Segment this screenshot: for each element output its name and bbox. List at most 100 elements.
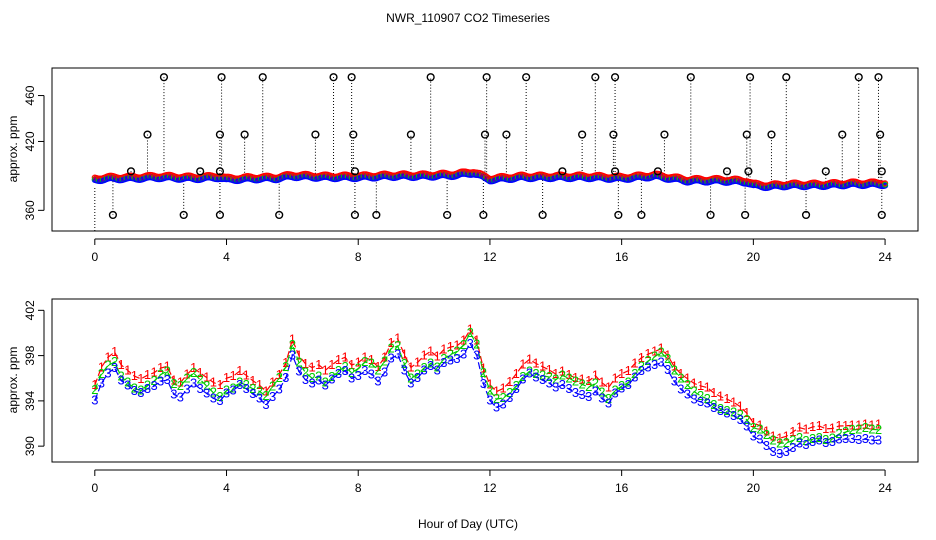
series-marker: 2: [256, 383, 263, 398]
series-marker: 1: [223, 370, 230, 385]
series-marker: 2: [249, 381, 256, 396]
series-marker: 2: [730, 405, 737, 420]
series-marker: 1: [552, 366, 559, 381]
series-marker: 3: [559, 377, 566, 392]
series-marker: 1: [849, 417, 856, 432]
outlier-point: [745, 73, 755, 82]
series-marker: 3: [131, 383, 138, 398]
series-marker: 1: [802, 421, 809, 436]
outlier-point: [329, 73, 338, 82]
series-marker: 2: [447, 347, 454, 362]
series-marker: 2: [789, 432, 796, 447]
top-x-tick-label: 0: [91, 250, 98, 264]
series-marker: 2: [434, 360, 441, 375]
series-marker: 2: [763, 427, 770, 442]
series-marker: 3: [434, 362, 441, 377]
series-marker: 1: [104, 349, 111, 364]
series-marker: 2: [460, 337, 467, 352]
bottom-y-axis-label: approx. ppm: [6, 347, 20, 414]
series-marker: 3: [98, 375, 105, 390]
outlier-point: [349, 130, 358, 139]
series-marker: 3: [420, 363, 427, 378]
series-marker: 3: [315, 372, 322, 387]
series-marker: 2: [388, 340, 395, 355]
series-marker: 3: [467, 336, 474, 351]
outlier-point: [258, 73, 267, 82]
series-marker: 3: [638, 363, 645, 378]
series-marker: 1: [197, 365, 204, 380]
series-marker: 2: [157, 366, 164, 381]
series-marker: 2: [150, 373, 157, 388]
series-marker: 2: [361, 354, 368, 369]
series-marker: 2: [499, 390, 506, 405]
series-marker: 2: [625, 375, 632, 390]
series-marker: 1: [763, 423, 770, 438]
series-marker: 2: [710, 397, 717, 412]
bottom-x-tick-label: 16: [615, 481, 629, 495]
series-marker: 1: [756, 418, 763, 433]
outlier-point: [686, 73, 695, 82]
series-marker: 2: [690, 384, 697, 399]
series-marker: 2: [104, 358, 111, 373]
outlier-point: [591, 73, 600, 82]
series-marker: 2: [513, 378, 520, 393]
series-marker: 1: [91, 377, 98, 392]
outlier-point: [480, 130, 490, 139]
series-marker: 3: [842, 431, 849, 446]
series-marker: 2: [743, 412, 750, 427]
series-marker: 1: [809, 419, 816, 434]
series-marker: 3: [157, 373, 164, 388]
series-marker: 1: [381, 349, 388, 364]
series-marker: 3: [229, 383, 236, 398]
bottom-y-axis: 390 394 398 402: [23, 300, 45, 456]
outlier-point: [126, 167, 136, 176]
series-marker: 3: [190, 376, 197, 391]
series-marker: 3: [381, 365, 388, 380]
series-marker: 1: [480, 360, 487, 375]
series-marker: 3: [776, 446, 783, 461]
series-marker: 1: [467, 322, 474, 337]
series-marker: 1: [322, 362, 329, 377]
bottom-panel-frame: [51, 298, 919, 463]
series-marker: 3: [796, 436, 803, 451]
series-marker: 2: [770, 433, 777, 448]
outlier-point: [108, 210, 118, 220]
baseline-point: [881, 180, 889, 187]
series-marker: 2: [704, 391, 711, 406]
series-marker: 1: [453, 338, 460, 353]
series-marker: 2: [486, 382, 493, 397]
series-marker: 3: [427, 358, 434, 373]
series-marker: 2: [493, 391, 500, 406]
series-marker: 2: [849, 422, 856, 437]
series-marker: 3: [585, 389, 592, 404]
series-marker: 1: [816, 418, 823, 433]
series-marker: 3: [453, 351, 460, 366]
series-marker: 2: [315, 369, 322, 384]
bottom-x-tick-label: 0: [91, 481, 98, 495]
outlier-point: [614, 210, 623, 220]
series-marker: 1: [855, 418, 862, 433]
top-y-tick-label: 460: [23, 85, 37, 105]
series-marker: 3: [658, 355, 665, 370]
outlier-point: [350, 167, 360, 176]
series-line: [94, 342, 879, 455]
series-marker: 2: [875, 422, 882, 437]
series-marker: 2: [282, 359, 289, 374]
series-marker: 1: [131, 368, 138, 383]
series-marker: 1: [565, 367, 572, 382]
series-marker: 2: [644, 353, 651, 368]
series-marker: 2: [802, 433, 809, 448]
series-marker: 3: [611, 386, 618, 401]
series-marker: 1: [677, 366, 684, 381]
series-marker: 1: [111, 344, 118, 359]
series-marker: 2: [355, 360, 362, 375]
outlier-point: [215, 210, 225, 220]
series-marker: 3: [341, 363, 348, 378]
series-marker: 2: [322, 375, 329, 390]
series-marker: 3: [862, 431, 869, 446]
series-marker: 2: [756, 422, 763, 437]
series-marker: 1: [605, 380, 612, 395]
series-marker: 1: [499, 380, 506, 395]
series-marker: 3: [388, 351, 395, 366]
series-marker: 1: [315, 357, 322, 372]
